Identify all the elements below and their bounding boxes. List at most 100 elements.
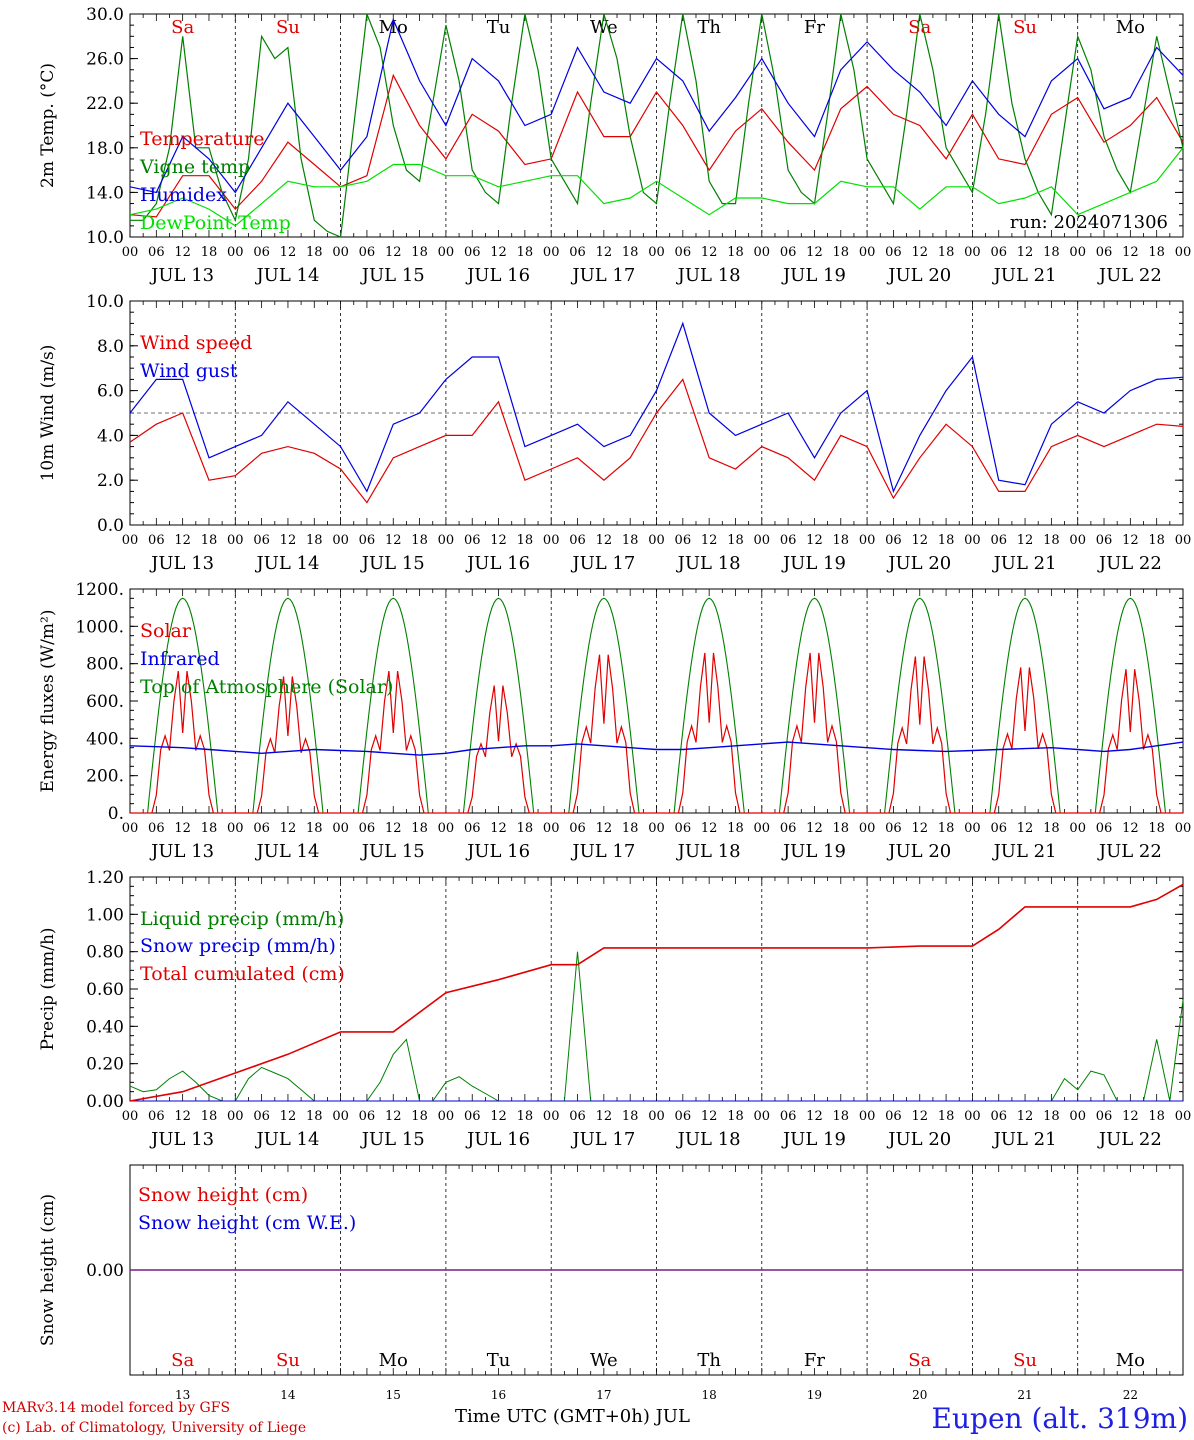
- x-tick-label: 06: [464, 1109, 481, 1124]
- run-label: run: 2024071306: [1010, 212, 1168, 233]
- x-tick-label: 06: [990, 1109, 1007, 1124]
- legend-entry: Snow precip (mm/h): [140, 935, 336, 957]
- x-date-label: JUL 13: [149, 1129, 214, 1150]
- x-date-label: JUL 16: [465, 1129, 530, 1150]
- precip-series-line: [129, 951, 1184, 1102]
- temp-series-line: [129, 147, 1184, 227]
- x-tick-label: 12: [1122, 245, 1139, 260]
- x-tick-label: 18: [622, 1109, 639, 1124]
- legend-entry: Infrared: [140, 648, 220, 670]
- x-tick-label: 18: [833, 245, 850, 260]
- x-tick-label: 18: [727, 1109, 744, 1124]
- y-tick-label: 0.00: [86, 1092, 124, 1112]
- x-tick-label: 12: [490, 821, 507, 836]
- x-tick-label: 12: [280, 1109, 297, 1124]
- x-date-label: JUL 20: [886, 1129, 951, 1150]
- x-tick-label: 06: [675, 533, 692, 548]
- y-axis-label: 10m Wind (m/s): [38, 345, 58, 482]
- x-tick-label: 00: [122, 1109, 139, 1124]
- x-tick-label: 18: [201, 821, 218, 836]
- x-tick-label: 18: [1043, 533, 1060, 548]
- day-name-label: Mo: [1116, 1350, 1145, 1371]
- x-tick-label: 00: [543, 821, 560, 836]
- y-tick-label: 14.0: [86, 183, 124, 203]
- x-tick-label: 06: [253, 245, 270, 260]
- panel-frame-2: [129, 588, 1184, 814]
- day-name-label: Th: [697, 1350, 721, 1371]
- x-tick-label: 00: [543, 1109, 560, 1124]
- x-tick-label: 00: [754, 245, 771, 260]
- x-tick-label: 12: [385, 245, 402, 260]
- x-date-label: JUL 18: [676, 841, 741, 862]
- x-date-label: JUL 19: [781, 1129, 846, 1150]
- x-tick-label: 00: [964, 245, 981, 260]
- x-tick-label: 18: [1148, 1109, 1165, 1124]
- day-name-label: Sa: [171, 17, 194, 38]
- x-tick-label: 18: [938, 1109, 955, 1124]
- x-tick-label: 06: [990, 821, 1007, 836]
- day-name-label: We: [590, 17, 618, 38]
- x-date-label: JUL 18: [676, 265, 741, 286]
- x-tick-label: 12: [174, 1109, 191, 1124]
- x-tick-label: 12: [1122, 821, 1139, 836]
- x-tick-label: 18: [622, 245, 639, 260]
- x-tick-label: 06: [1096, 245, 1113, 260]
- x-date-label: JUL 17: [570, 841, 635, 862]
- x-date-label: JUL 14: [254, 841, 319, 862]
- x-tick-label: 00: [227, 245, 244, 260]
- x-tick-label: 12: [174, 245, 191, 260]
- x-tick-label: 12: [1017, 245, 1034, 260]
- x-tick-label: 00: [859, 533, 876, 548]
- day-name-label: Su: [276, 1350, 300, 1371]
- y-axis-label: Snow height (cm): [38, 1194, 58, 1346]
- x-tick-label: 12: [280, 821, 297, 836]
- x-tick-label: 18: [938, 245, 955, 260]
- x-tick-label: 12: [806, 245, 823, 260]
- x-date-label: JUL 13: [149, 841, 214, 862]
- day-name-label: Su: [1013, 17, 1037, 38]
- x-tick-label: 00: [1069, 821, 1086, 836]
- x-tick-label: 12: [1017, 1109, 1034, 1124]
- x-tick-label: 06: [675, 821, 692, 836]
- x-tick-label: 12: [174, 533, 191, 548]
- x-tick-label: 06: [148, 245, 165, 260]
- x-tick-label: 12: [280, 533, 297, 548]
- y-tick-label: 400.: [86, 729, 124, 749]
- x-tick-label: 06: [148, 1109, 165, 1124]
- x-tick-label: 06: [1096, 533, 1113, 548]
- x-tick-label: 12: [596, 245, 613, 260]
- day-number-label: 21: [1017, 1388, 1032, 1402]
- x-tick-label: 18: [411, 1109, 428, 1124]
- day-number-label: 18: [702, 1388, 717, 1402]
- x-tick-label: 00: [332, 245, 349, 260]
- x-date-label: JUL 14: [254, 265, 319, 286]
- x-date-label: JUL 22: [1097, 265, 1162, 286]
- station-name: Eupen (alt. 319m): [931, 1402, 1188, 1435]
- y-tick-label: 6.0: [97, 382, 124, 402]
- y-tick-label: 1.00: [86, 905, 124, 925]
- x-tick-label: 00: [648, 1109, 665, 1124]
- x-tick-label: 18: [833, 1109, 850, 1124]
- x-date-label: JUL 20: [886, 265, 951, 286]
- x-tick-label: 06: [990, 533, 1007, 548]
- x-tick-label: 00: [1069, 245, 1086, 260]
- x-tick-label: 00: [1175, 533, 1192, 548]
- x-tick-label: 06: [253, 1109, 270, 1124]
- legend-entry: Total cumulated (cm): [140, 963, 345, 985]
- day-name-label: Sa: [908, 1350, 931, 1371]
- x-tick-label: 00: [964, 821, 981, 836]
- x-tick-label: 12: [596, 1109, 613, 1124]
- x-tick-label: 18: [306, 533, 323, 548]
- legend-entry: Solar: [140, 620, 192, 642]
- x-tick-label: 00: [964, 533, 981, 548]
- x-tick-label: 18: [938, 821, 955, 836]
- x-tick-label: 00: [964, 1109, 981, 1124]
- x-tick-label: 00: [227, 821, 244, 836]
- x-tick-label: 18: [1043, 245, 1060, 260]
- x-axis-title: Time UTC (GMT+0h) JUL: [455, 1406, 690, 1427]
- day-name-label: Mo: [379, 17, 408, 38]
- x-tick-label: 06: [359, 533, 376, 548]
- day-name-label: Th: [697, 17, 721, 38]
- x-tick-label: 18: [622, 821, 639, 836]
- temp-series-line: [130, 13, 1184, 238]
